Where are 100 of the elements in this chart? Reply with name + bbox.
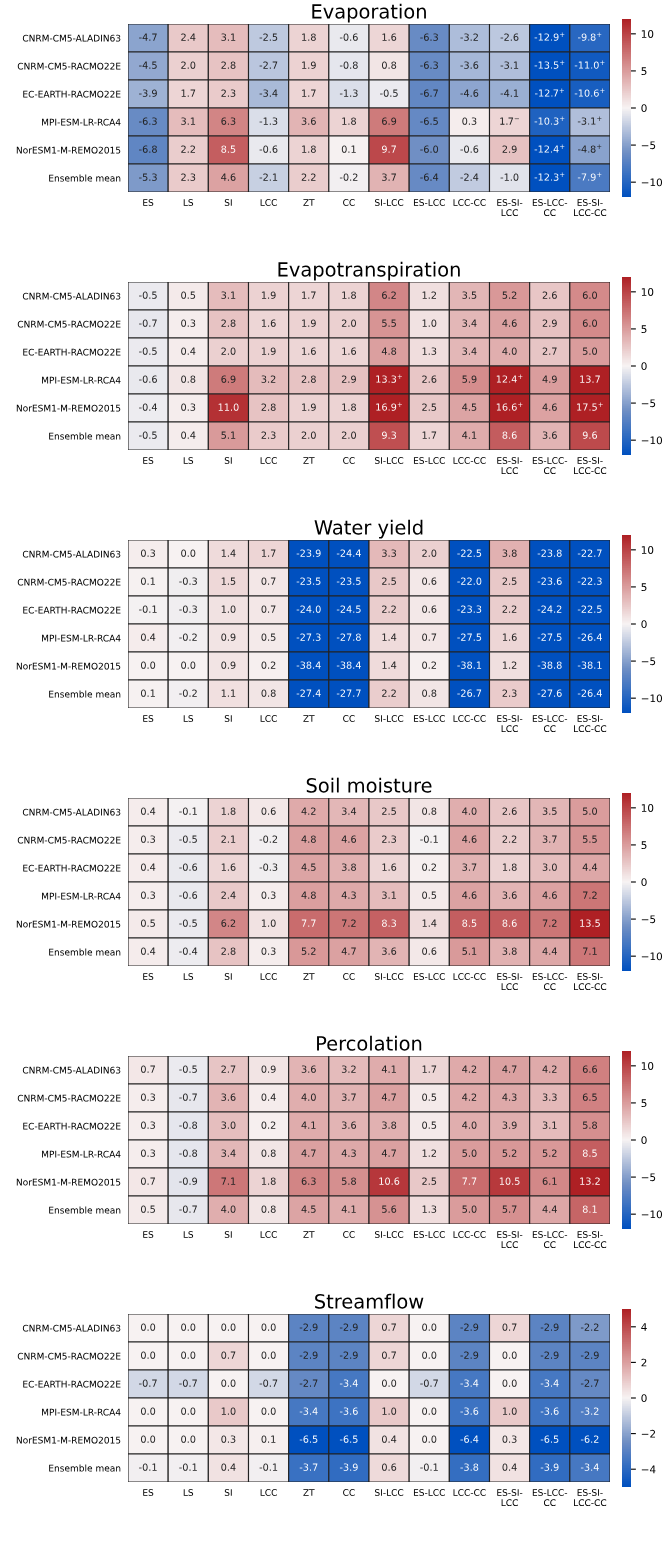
x-tick-label: LCC-CC [453,199,486,206]
color-bar-label: 0 [641,620,647,629]
data-label: 0.2 [422,863,437,871]
data-label: -5.3 [139,173,157,181]
data-label: 3.4 [462,347,477,355]
data-label: -6.5 [299,1435,318,1443]
data-label: 2.2 [502,835,517,843]
y-tick-label: Ensemble mean [49,432,121,440]
data-label: 3.6 [502,891,517,899]
data-label: 1.7 [302,291,316,299]
data-label: 5.1 [462,947,477,955]
data-label: 0.2 [261,1121,276,1129]
data-label: 0.5 [422,891,437,899]
data-label: -2.7 [299,1379,318,1387]
data-label: 0.0 [181,661,196,669]
chart-title: Water yield [314,519,423,539]
data-label: -0.1 [179,807,197,815]
data-label: -3.4 [460,1379,479,1387]
data-label: 0.0 [381,1379,397,1387]
data-label: 0.3 [140,835,156,843]
data-label: 0.3 [181,319,196,327]
color-bar-label: 0 [641,1394,647,1403]
chart-title: Evaporation [312,3,426,23]
data-label: -0.1 [139,1463,157,1471]
data-label: 4.0 [221,1205,236,1213]
data-label: -0.7 [259,1379,278,1387]
data-label: -4.5 [139,61,157,69]
data-label: -9.8$^{+}$ [578,32,602,41]
data-label: 6.6 [582,1065,598,1073]
x-tick-label: LCC [260,199,277,206]
data-label: -1.0 [500,173,519,181]
data-label: 4.1 [462,431,477,439]
color-bar-label: −5 [641,915,656,924]
data-label: 0.0 [502,1351,517,1359]
y-tick-label: MPI-ESM-LR-RCA4 [42,1408,121,1416]
data-label: 0.0 [261,1323,276,1331]
chart-title: Soil moisture [306,777,432,793]
data-label: 2.0 [341,319,356,327]
x-tick-label: CC [343,715,355,722]
data-label: 0.3 [140,549,156,557]
data-label: 7.7 [462,1177,477,1185]
color-bar-label: 0 [641,104,647,113]
color-bar-label: −5 [641,657,656,666]
data-label: 4.8 [301,891,316,899]
x-tick-label: ZT [303,1231,315,1238]
data-label: 1.7 [261,549,276,557]
data-label: 5.5 [582,835,597,843]
data-label: -0.6 [339,33,358,41]
y-tick-label: CNRM-CM5-RACMO22E [17,320,121,328]
data-label: 4.6 [462,891,477,899]
data-label: 2.0 [301,431,316,439]
color-bar-label: −4 [641,1465,656,1474]
data-label: -0.1 [259,1463,278,1471]
data-label: 2.8 [221,319,236,327]
data-label: 5.1 [221,431,236,439]
data-label: 5.8 [341,1177,356,1185]
data-label: 1.4 [221,549,236,557]
data-label: 3.7 [542,835,557,843]
data-label: -3.9 [139,89,157,97]
data-label: -3.2 [580,1407,599,1415]
data-label: 0.5 [181,291,196,299]
data-label: 7.1 [582,947,597,955]
data-label: 0.0 [181,1323,196,1331]
data-label: -27.8 [336,633,361,641]
data-label: 3.1 [221,291,236,299]
x-tick-label: SI [224,1231,232,1238]
color-bar-label: 10 [641,288,654,296]
x-tick-label: LS [183,457,194,464]
data-label: -0.8 [339,61,358,69]
x-tick-label: ZT [303,973,315,980]
data-label: 10.6 [379,1177,400,1185]
data-label: 8.6 [502,919,517,927]
data-label: 1.6 [382,863,397,871]
data-label: 3.1 [382,891,396,899]
data-label: 7.7 [301,919,316,927]
x-tick-label: ES-LCC [413,199,445,206]
data-label: -22.5 [577,605,602,613]
data-label: 2.5 [422,403,437,411]
y-tick-label: MPI-ESM-LR-RCA4 [42,634,121,642]
data-label: 9.6 [582,431,598,439]
data-label: 2.7 [221,1065,236,1073]
data-label: 3.7 [382,173,396,181]
data-label: 0.1 [140,577,155,585]
data-label: 0.7 [381,1351,396,1359]
x-tick-label: ES [143,199,154,206]
data-label: -3.9 [339,1463,358,1471]
data-label: 0.0 [140,1323,156,1331]
data-label: -27.4 [296,689,321,697]
y-tick-label: EC-EARTH-RACMO22E [23,90,121,98]
chart-title: Evapotranspiration [278,261,460,281]
data-label: 0.0 [140,1407,156,1415]
data-label: 2.9 [341,375,356,383]
data-label: -0.8 [179,1121,198,1129]
x-tick-label: ES-LCC- CC [532,199,568,217]
x-tick-label: LS [183,1231,194,1238]
data-label: 9.7 [381,145,396,153]
data-label: 2.5 [502,577,517,585]
data-label: 0.4 [140,633,156,641]
data-label: -24.5 [336,605,361,613]
data-label: 1.9 [302,61,316,69]
